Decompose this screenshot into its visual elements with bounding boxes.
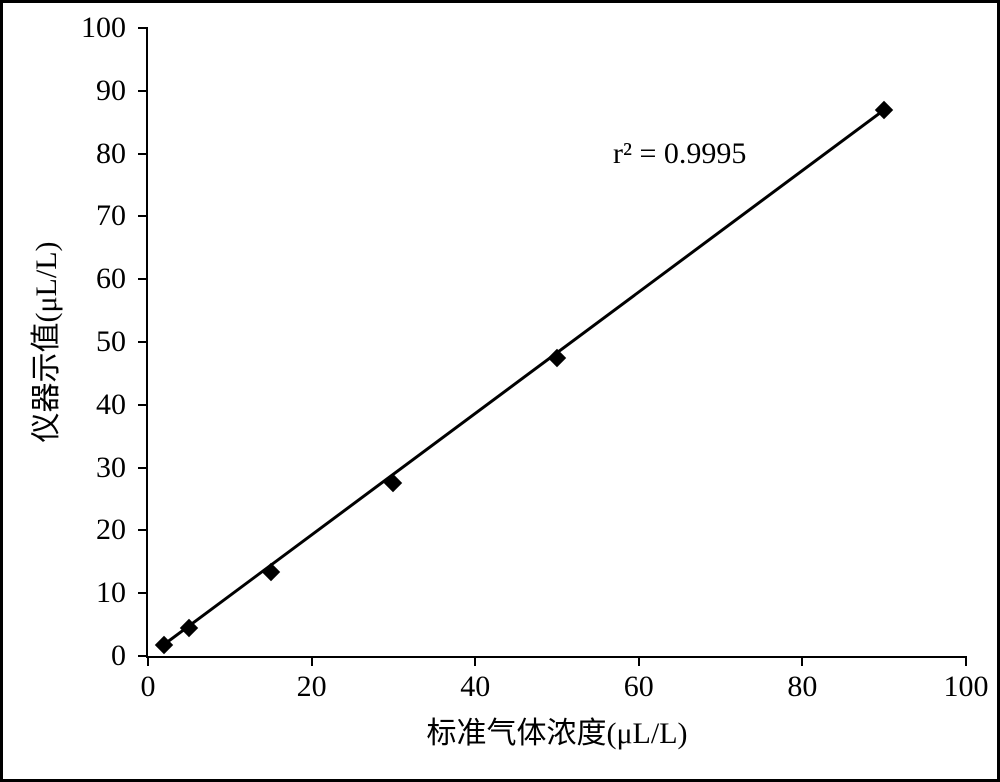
y-tick-label: 100 — [81, 11, 126, 45]
x-tick-label: 60 — [624, 670, 654, 704]
y-tick-label: 70 — [96, 199, 126, 233]
x-axis-label: 标准气体浓度(μL/L) — [426, 708, 687, 752]
y-axis-label: 仪器示值(μL/L) — [21, 241, 65, 442]
x-tick — [474, 656, 476, 666]
y-tick-label: 80 — [96, 137, 126, 171]
y-tick — [138, 529, 148, 531]
y-tick — [138, 467, 148, 469]
y-tick — [138, 153, 148, 155]
y-tick-label: 60 — [96, 262, 126, 296]
y-tick-label: 30 — [96, 451, 126, 485]
chart-container: 0 20 40 60 80 100 0 10 20 30 40 50 60 70 80 90 100 标准气体浓度… — [0, 0, 1000, 782]
x-tick — [965, 656, 967, 666]
x-tick — [801, 656, 803, 666]
x-tick — [147, 656, 149, 666]
x-tick-label: 0 — [141, 670, 156, 704]
y-tick-label: 40 — [96, 388, 126, 422]
y-tick-label: 90 — [96, 74, 126, 108]
x-tick-label: 100 — [944, 670, 989, 704]
x-tick-label: 40 — [460, 670, 490, 704]
y-tick — [138, 90, 148, 92]
y-tick — [138, 655, 148, 657]
y-tick — [138, 27, 148, 29]
r-squared-annotation: r² = 0.9995 — [613, 137, 746, 171]
y-tick-label: 0 — [111, 639, 126, 673]
y-tick-label: 20 — [96, 513, 126, 547]
y-tick — [138, 404, 148, 406]
x-tick-label: 80 — [787, 670, 817, 704]
x-axis-line — [148, 656, 966, 658]
y-tick-label: 50 — [96, 325, 126, 359]
y-axis-line — [146, 28, 148, 658]
y-tick — [138, 278, 148, 280]
x-tick-label: 20 — [297, 670, 327, 704]
y-tick — [138, 341, 148, 343]
x-tick — [311, 656, 313, 666]
y-tick — [138, 592, 148, 594]
y-tick-label: 10 — [96, 576, 126, 610]
y-tick — [138, 215, 148, 217]
x-tick — [638, 656, 640, 666]
